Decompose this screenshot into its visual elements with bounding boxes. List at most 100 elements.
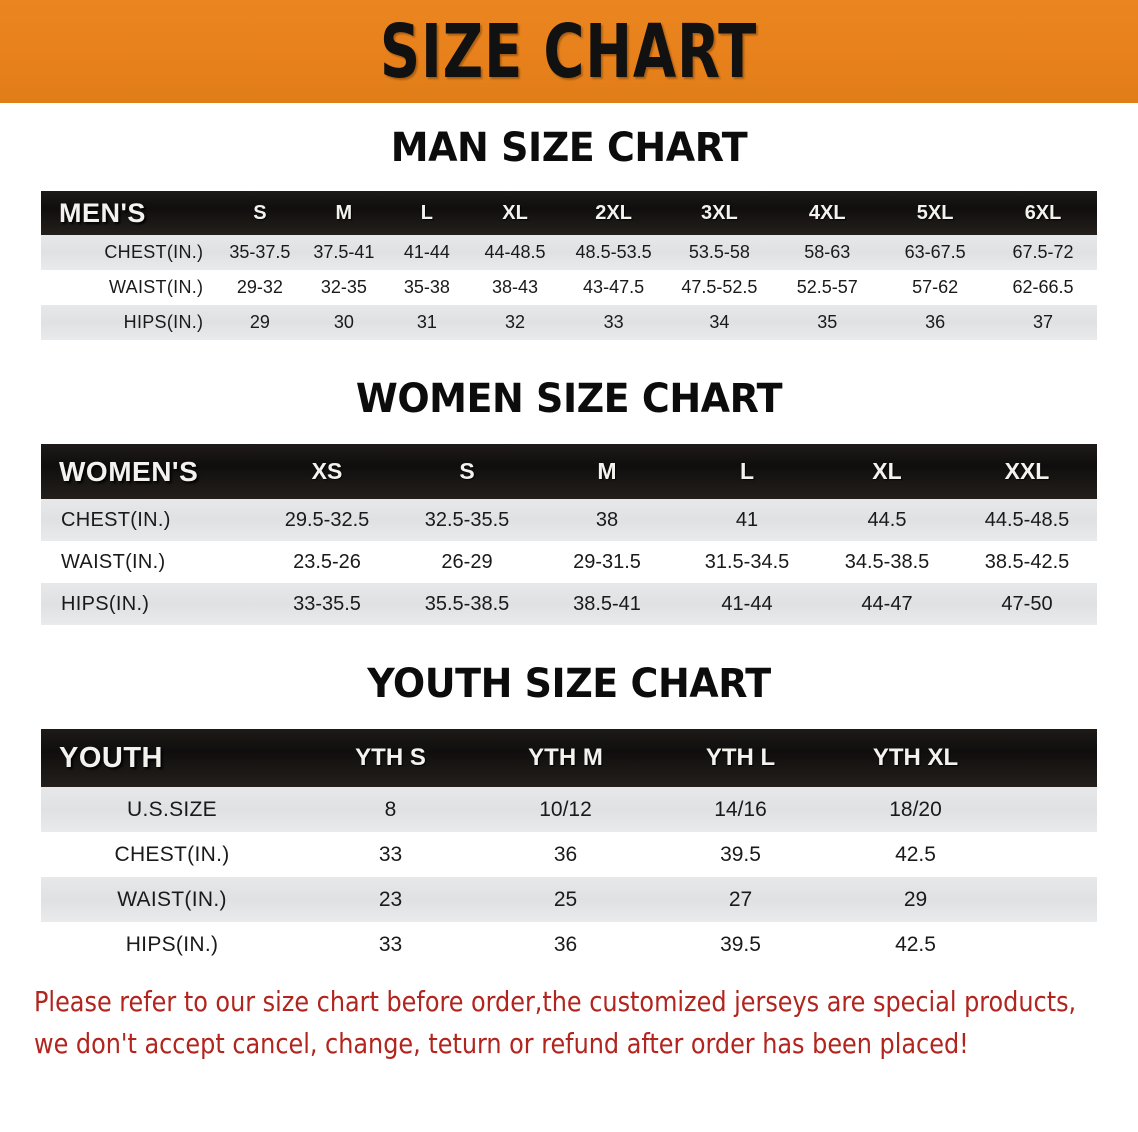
men-chest-3xl: 53.5-58 — [665, 235, 774, 270]
women-col-header-s: S — [397, 444, 537, 499]
youth-row-spacer — [1003, 787, 1097, 832]
youth-col-header-xl: YTH XL — [828, 729, 1003, 787]
youth-waist-l: 27 — [653, 877, 828, 922]
women-hips-xl: 44-47 — [817, 583, 957, 625]
men-hips-s: 29 — [217, 305, 303, 340]
men-hips-l: 31 — [385, 305, 469, 340]
youth-corner-label: YOUTH — [41, 729, 303, 787]
youth-row-label-chest: CHEST(IN.) — [41, 832, 303, 877]
men-waist-3xl: 47.5-52.5 — [665, 270, 774, 305]
table-row: WAIST(IN.) 29-32 32-35 35-38 38-43 43-47… — [41, 270, 1097, 305]
men-corner-label: MEN'S — [41, 191, 218, 235]
men-col-header-s: S — [217, 191, 303, 235]
men-chest-s: 35-37.5 — [217, 235, 303, 270]
women-col-header-xxl: XXL — [957, 444, 1097, 499]
women-chest-xl: 44.5 — [817, 499, 957, 541]
youth-hips-xl: 42.5 — [828, 922, 1003, 967]
women-chest-s: 32.5-35.5 — [397, 499, 537, 541]
men-row-label-hips: HIPS(IN.) — [41, 305, 218, 340]
youth-ussize-l: 14/16 — [653, 787, 828, 832]
men-chest-l: 41-44 — [385, 235, 469, 270]
women-chest-m: 38 — [537, 499, 677, 541]
youth-chest-xl: 42.5 — [828, 832, 1003, 877]
women-chest-xxl: 44.5-48.5 — [957, 499, 1097, 541]
men-waist-6xl: 62-66.5 — [989, 270, 1097, 305]
page-title: SIZE CHART — [380, 8, 758, 95]
women-waist-xs: 23.5-26 — [257, 541, 397, 583]
youth-chest-l: 39.5 — [653, 832, 828, 877]
youth-ussize-s: 8 — [303, 787, 478, 832]
men-chest-m: 37.5-41 — [302, 235, 386, 270]
men-chest-4xl: 58-63 — [773, 235, 882, 270]
women-chest-l: 41 — [677, 499, 817, 541]
women-waist-l: 31.5-34.5 — [677, 541, 817, 583]
table-row: HIPS(IN.) 33 36 39.5 42.5 — [41, 922, 1097, 967]
men-waist-s: 29-32 — [217, 270, 303, 305]
men-hips-xl: 32 — [468, 305, 562, 340]
men-chest-6xl: 67.5-72 — [989, 235, 1097, 270]
youth-ussize-m: 10/12 — [478, 787, 653, 832]
youth-chest-m: 36 — [478, 832, 653, 877]
women-row-label-hips: HIPS(IN.) — [41, 583, 257, 625]
men-row-label-waist: WAIST(IN.) — [41, 270, 218, 305]
men-hips-6xl: 37 — [989, 305, 1097, 340]
disclaimer-line-2: we don't accept cancel, change, teturn o… — [34, 1027, 969, 1060]
women-hips-xs: 33-35.5 — [257, 583, 397, 625]
men-table-header-row: MEN'S S M L XL 2XL 3XL 4XL 5XL 6XL — [41, 191, 1097, 235]
men-row-label-chest: CHEST(IN.) — [41, 235, 218, 270]
youth-size-table: YOUTH YTH S YTH M YTH L YTH XL U.S.SIZE … — [41, 729, 1097, 967]
youth-hips-s: 33 — [303, 922, 478, 967]
women-hips-m: 38.5-41 — [537, 583, 677, 625]
women-waist-s: 26-29 — [397, 541, 537, 583]
table-row: HIPS(IN.) 33-35.5 35.5-38.5 38.5-41 41-4… — [41, 583, 1097, 625]
men-waist-2xl: 43-47.5 — [561, 270, 666, 305]
youth-ussize-xl: 18/20 — [828, 787, 1003, 832]
men-hips-5xl: 36 — [881, 305, 990, 340]
men-waist-l: 35-38 — [385, 270, 469, 305]
men-col-header-2xl: 2XL — [561, 191, 666, 235]
table-row: WAIST(IN.) 23 25 27 29 — [41, 877, 1097, 922]
men-chest-5xl: 63-67.5 — [881, 235, 990, 270]
women-row-label-chest: CHEST(IN.) — [41, 499, 257, 541]
table-row: CHEST(IN.) 29.5-32.5 32.5-35.5 38 41 44.… — [41, 499, 1097, 541]
youth-row-spacer — [1003, 922, 1097, 967]
youth-row-spacer — [1003, 877, 1097, 922]
youth-waist-m: 25 — [478, 877, 653, 922]
table-row: U.S.SIZE 8 10/12 14/16 18/20 — [41, 787, 1097, 832]
women-table-header-row: WOMEN'S XS S M L XL XXL — [41, 444, 1097, 499]
men-chest-xl: 44-48.5 — [468, 235, 562, 270]
men-col-header-3xl: 3XL — [665, 191, 774, 235]
youth-table-header-row: YOUTH YTH S YTH M YTH L YTH XL — [41, 729, 1097, 787]
women-corner-label: WOMEN'S — [41, 444, 257, 499]
youth-col-header-l: YTH L — [653, 729, 828, 787]
women-chest-xs: 29.5-32.5 — [257, 499, 397, 541]
men-chest-2xl: 48.5-53.5 — [561, 235, 666, 270]
page-banner: SIZE CHART — [0, 0, 1138, 103]
women-col-header-xl: XL — [817, 444, 957, 499]
disclaimer-text: Please refer to our size chart before or… — [34, 981, 1077, 1065]
women-waist-m: 29-31.5 — [537, 541, 677, 583]
men-col-header-4xl: 4XL — [773, 191, 882, 235]
women-hips-xxl: 47-50 — [957, 583, 1097, 625]
table-row: WAIST(IN.) 23.5-26 26-29 29-31.5 31.5-34… — [41, 541, 1097, 583]
youth-col-header-m: YTH M — [478, 729, 653, 787]
disclaimer-line-1: Please refer to our size chart before or… — [34, 985, 1077, 1018]
men-col-header-6xl: 6XL — [989, 191, 1097, 235]
youth-hips-l: 39.5 — [653, 922, 828, 967]
section-title-youth: YOUTH SIZE CHART — [367, 661, 771, 707]
men-hips-2xl: 33 — [561, 305, 666, 340]
men-hips-m: 30 — [302, 305, 386, 340]
men-col-header-m: M — [302, 191, 386, 235]
youth-waist-s: 23 — [303, 877, 478, 922]
men-waist-4xl: 52.5-57 — [773, 270, 882, 305]
women-hips-l: 41-44 — [677, 583, 817, 625]
women-waist-xl: 34.5-38.5 — [817, 541, 957, 583]
youth-row-label-hips: HIPS(IN.) — [41, 922, 303, 967]
men-col-header-l: L — [385, 191, 469, 235]
youth-col-header-s: YTH S — [303, 729, 478, 787]
women-col-header-m: M — [537, 444, 677, 499]
table-row: CHEST(IN.) 33 36 39.5 42.5 — [41, 832, 1097, 877]
women-col-header-xs: XS — [257, 444, 397, 499]
section-title-women: WOMEN SIZE CHART — [355, 376, 783, 422]
youth-header-spacer — [1003, 729, 1097, 787]
